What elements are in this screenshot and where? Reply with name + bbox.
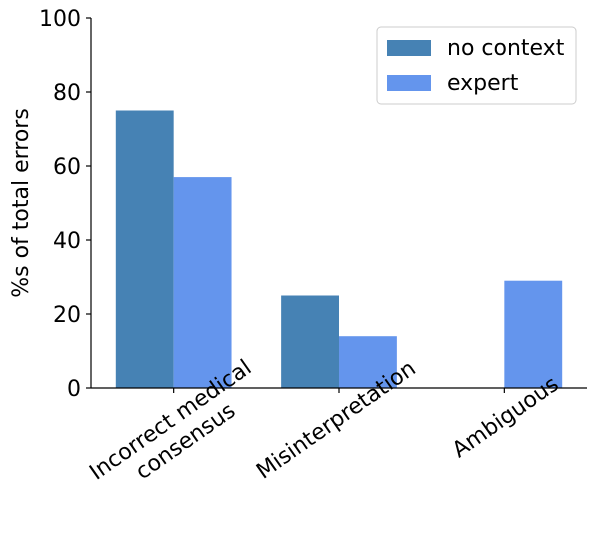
y-tick-label: 20	[53, 303, 81, 328]
y-tick-label: 40	[53, 229, 81, 254]
legend-swatch	[387, 40, 431, 56]
y-ticks: 0 20 40 60 80 100	[39, 7, 91, 402]
y-axis-title: %s of total errors	[9, 108, 34, 298]
bar-expert-1	[339, 336, 397, 388]
bar-expert-0	[173, 177, 232, 388]
y-tick-label: 100	[39, 7, 81, 32]
y-tick-label: 80	[53, 81, 81, 106]
legend: no context expert	[376, 26, 577, 105]
bar-no-context-0	[115, 110, 174, 388]
bar-no-context-1	[281, 295, 339, 388]
legend-label: expert	[447, 71, 519, 96]
legend-label: no context	[447, 36, 565, 61]
legend-swatch	[387, 75, 431, 91]
bar-expert-2	[504, 280, 563, 388]
y-tick-label: 0	[67, 377, 81, 402]
bars-layer	[115, 110, 563, 388]
y-tick-label: 60	[53, 155, 81, 180]
